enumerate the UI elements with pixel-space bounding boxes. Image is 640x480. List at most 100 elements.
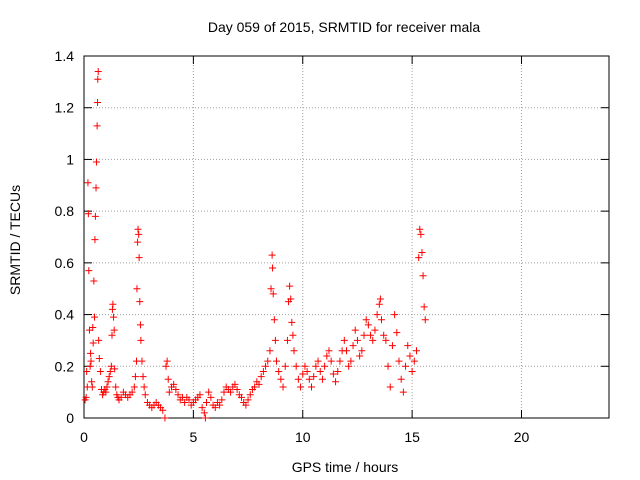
data-point [288, 318, 296, 326]
data-point [109, 300, 117, 308]
data-point [87, 357, 95, 365]
data-point [128, 388, 136, 396]
data-point [172, 386, 180, 394]
data-point [94, 68, 102, 76]
data-point [369, 336, 377, 344]
data-point [259, 367, 267, 375]
data-point [110, 326, 118, 334]
data-point [418, 249, 426, 257]
data-point [321, 362, 329, 370]
data-point [104, 378, 112, 386]
data-point [134, 238, 142, 246]
data-point [356, 352, 364, 360]
data-point [251, 383, 259, 391]
data-point [200, 409, 208, 417]
data-point [279, 383, 287, 391]
plot-frame [83, 55, 610, 419]
data-point [267, 285, 275, 293]
x-tick-label: 5 [189, 429, 197, 445]
data-point [162, 362, 170, 370]
x-tick-label: 10 [295, 429, 311, 445]
data-point [323, 352, 331, 360]
data-point [161, 414, 169, 422]
data-point [316, 367, 324, 375]
data-point [238, 393, 245, 401]
data-point [373, 311, 381, 319]
data-point [395, 357, 403, 365]
data-point [286, 282, 294, 290]
data-point [349, 342, 357, 350]
data-point [290, 347, 298, 355]
data-point [92, 158, 100, 166]
data-point [406, 352, 414, 360]
data-point [91, 212, 99, 220]
data-point [310, 373, 318, 381]
y-axis-label: SRMTID / TECUs [7, 185, 23, 295]
data-point [198, 404, 206, 412]
data-point [421, 316, 429, 324]
data-point [289, 331, 297, 339]
y-tick-label: 0 [66, 410, 74, 426]
data-point [275, 367, 283, 375]
data-point [364, 321, 372, 329]
data-point [393, 329, 401, 337]
data-point [292, 362, 300, 370]
data-point [382, 336, 390, 344]
data-point [281, 362, 289, 370]
data-point [271, 336, 279, 344]
data-point [402, 362, 410, 370]
data-point [408, 367, 416, 375]
data-point [231, 380, 239, 388]
data-point [216, 401, 224, 409]
data-point [87, 349, 95, 357]
y-tick-label: 1.4 [55, 48, 75, 64]
data-point [380, 331, 388, 339]
y-tick-label: 0.2 [55, 358, 75, 374]
data-point [103, 383, 111, 391]
data-point [141, 391, 149, 399]
data-point [130, 383, 138, 391]
data-point [131, 373, 139, 381]
y-tick-label: 0.6 [55, 255, 75, 271]
x-axis-label: GPS time / hours [292, 459, 399, 475]
data-point [336, 357, 344, 365]
data-point [89, 339, 97, 347]
axis-ticks: 0 5 10 15 20 0 0.2 0.4 0.6 0.8 1 1.2 1.4 [55, 48, 610, 445]
data-point [203, 398, 210, 406]
data-point [207, 393, 215, 401]
data-point [312, 362, 320, 370]
data-point [246, 391, 254, 399]
data-point [108, 331, 116, 339]
data-point [117, 393, 125, 401]
data-point [334, 367, 342, 375]
data-point [174, 391, 182, 399]
data-point [371, 326, 379, 334]
data-point [327, 357, 335, 365]
x-tick-label: 15 [404, 429, 420, 445]
data-point [170, 380, 178, 388]
x-tick-label: 0 [80, 429, 88, 445]
data-point [413, 347, 420, 355]
data-point [84, 210, 92, 218]
data-point [264, 357, 272, 365]
y-tick-label: 1 [66, 151, 74, 167]
data-point [181, 398, 189, 406]
data-point [233, 386, 241, 394]
data-point [220, 388, 228, 396]
data-point [163, 357, 171, 365]
data-point [397, 375, 405, 383]
data-point [93, 122, 101, 130]
data-point [257, 373, 265, 381]
data-point [420, 303, 428, 311]
data-point [135, 230, 143, 238]
data-point [345, 362, 353, 370]
data-point [416, 225, 424, 233]
data-point [308, 383, 315, 391]
grid [84, 56, 609, 418]
data-point [417, 230, 425, 238]
data-point [262, 362, 270, 370]
data-point [196, 391, 204, 399]
data-point [91, 236, 99, 244]
data-point [135, 254, 143, 262]
